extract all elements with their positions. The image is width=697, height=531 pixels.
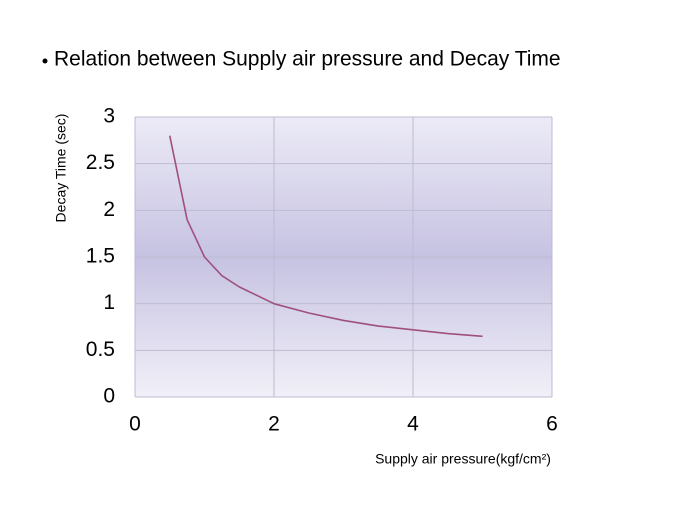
y-tick-label: 1.5 xyxy=(86,245,115,268)
y-tick-label: 2.5 xyxy=(86,151,115,174)
y-tick-label: 1 xyxy=(103,291,115,314)
y-axis-label: Decay Time (sec) xyxy=(53,114,69,223)
x-tick-label: 2 xyxy=(268,413,280,436)
x-tick-label: 6 xyxy=(546,413,558,436)
bullet xyxy=(42,58,48,64)
x-tick-label: 0 xyxy=(129,413,141,436)
data-line xyxy=(168,135,483,338)
y-tick-label: 0.5 xyxy=(86,338,115,361)
y-tick-label: 3 xyxy=(103,105,115,128)
x-tick-label: 4 xyxy=(407,413,419,436)
y-tick-label: 0 xyxy=(103,385,115,408)
chart-title: Relation between Supply air pressure and… xyxy=(54,48,561,71)
y-tick-label: 2 xyxy=(103,198,115,221)
x-axis-label: Supply air pressure(kgf/cm²) xyxy=(375,451,551,467)
